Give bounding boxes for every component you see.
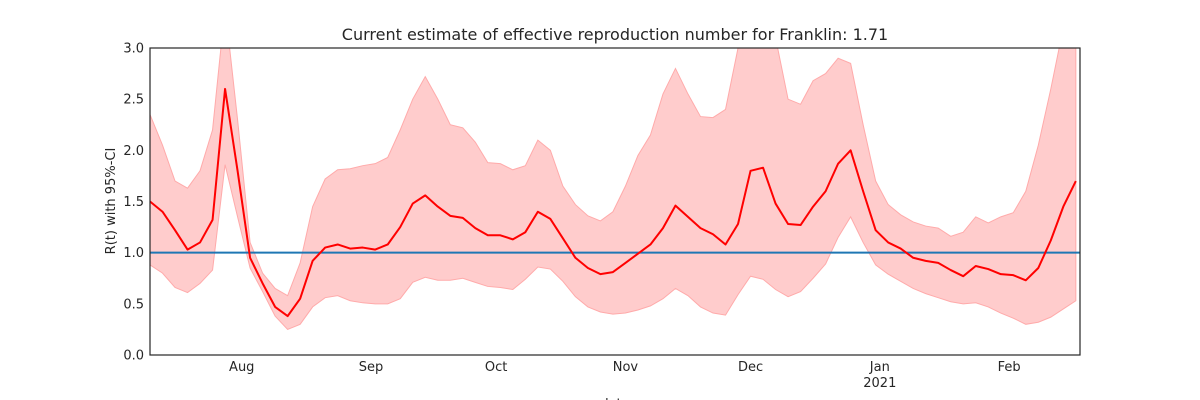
y-tick-label: 1.5 (123, 195, 144, 210)
y-tick-label: 3.0 (123, 42, 144, 57)
x-tick-label: Jan 2021 (863, 360, 896, 391)
y-tick-label: 0.5 (123, 297, 144, 312)
y-tick-label: 0.0 (123, 349, 144, 364)
x-tick-label: Feb (998, 360, 1021, 375)
ci-band (150, 48, 1077, 331)
chart-title: Current estimate of effective reproducti… (342, 25, 888, 44)
y-tick-label: 1.0 (123, 246, 144, 261)
y-tick-label: 2.5 (123, 93, 144, 108)
x-tick-label: Aug (229, 360, 254, 375)
x-tick-label-line: Jan (869, 360, 890, 375)
x-tick-label: Sep (359, 360, 384, 375)
rt-line (150, 87, 1077, 318)
axes-frame (149, 47, 1081, 356)
x-axis-label: date (600, 397, 629, 400)
x-tick-label: Dec (738, 360, 763, 375)
x-tick-label-line: 2021 (863, 376, 896, 391)
x-tick-label: Oct (485, 360, 507, 375)
y-axis-label: R(t) with 95%-CI (104, 148, 119, 255)
y-tick-label: 2.0 (123, 144, 144, 159)
plot-area (150, 48, 1080, 331)
x-tick-label: Nov (613, 360, 639, 375)
